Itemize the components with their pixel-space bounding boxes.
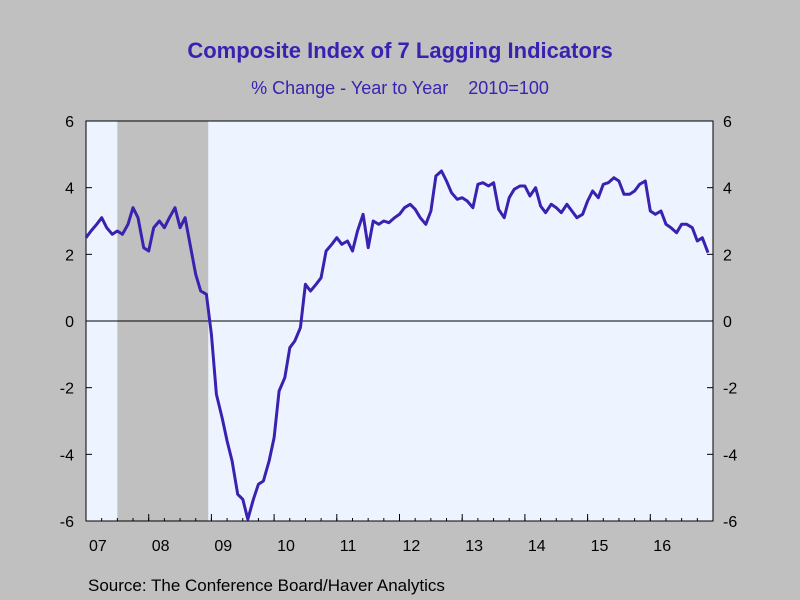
x-tick-label: 12 (403, 538, 421, 555)
y-tick-label-left: 2 (65, 247, 74, 264)
y-tick-label-right: 6 (723, 114, 732, 131)
x-tick-label: 16 (653, 538, 671, 555)
y-tick-label-left: 0 (65, 314, 74, 331)
chart-subtitle: % Change - Year to Year 2010=100 (251, 78, 549, 98)
x-tick-label: 09 (214, 538, 232, 555)
y-tick-label-left: -6 (60, 514, 74, 531)
y-tick-label-right: -4 (723, 447, 737, 464)
x-tick-label: 13 (465, 538, 483, 555)
series-line (84, 169, 710, 521)
x-tick-label: 07 (89, 538, 107, 555)
y-tick-label-right: 4 (723, 181, 732, 198)
y-tick-label-left: 6 (65, 114, 74, 131)
x-tick-label: 08 (152, 538, 170, 555)
source-note: Source: The Conference Board/Haver Analy… (88, 576, 445, 595)
y-tick-label-right: 2 (723, 247, 732, 264)
x-tick-label: 14 (528, 538, 546, 555)
chart-title: Composite Index of 7 Lagging Indicators (187, 38, 613, 63)
y-tick-label-left: -4 (60, 447, 74, 464)
x-tick-label: 11 (340, 538, 357, 555)
y-tick-label-left: -2 (60, 381, 74, 398)
y-tick-label-left: 4 (65, 181, 74, 198)
y-tick-label-right: -6 (723, 514, 737, 531)
x-tick-label: 10 (277, 538, 295, 555)
y-tick-label-right: -2 (723, 381, 737, 398)
x-tick-label: 15 (591, 538, 609, 555)
y-tick-label-right: 0 (723, 314, 732, 331)
